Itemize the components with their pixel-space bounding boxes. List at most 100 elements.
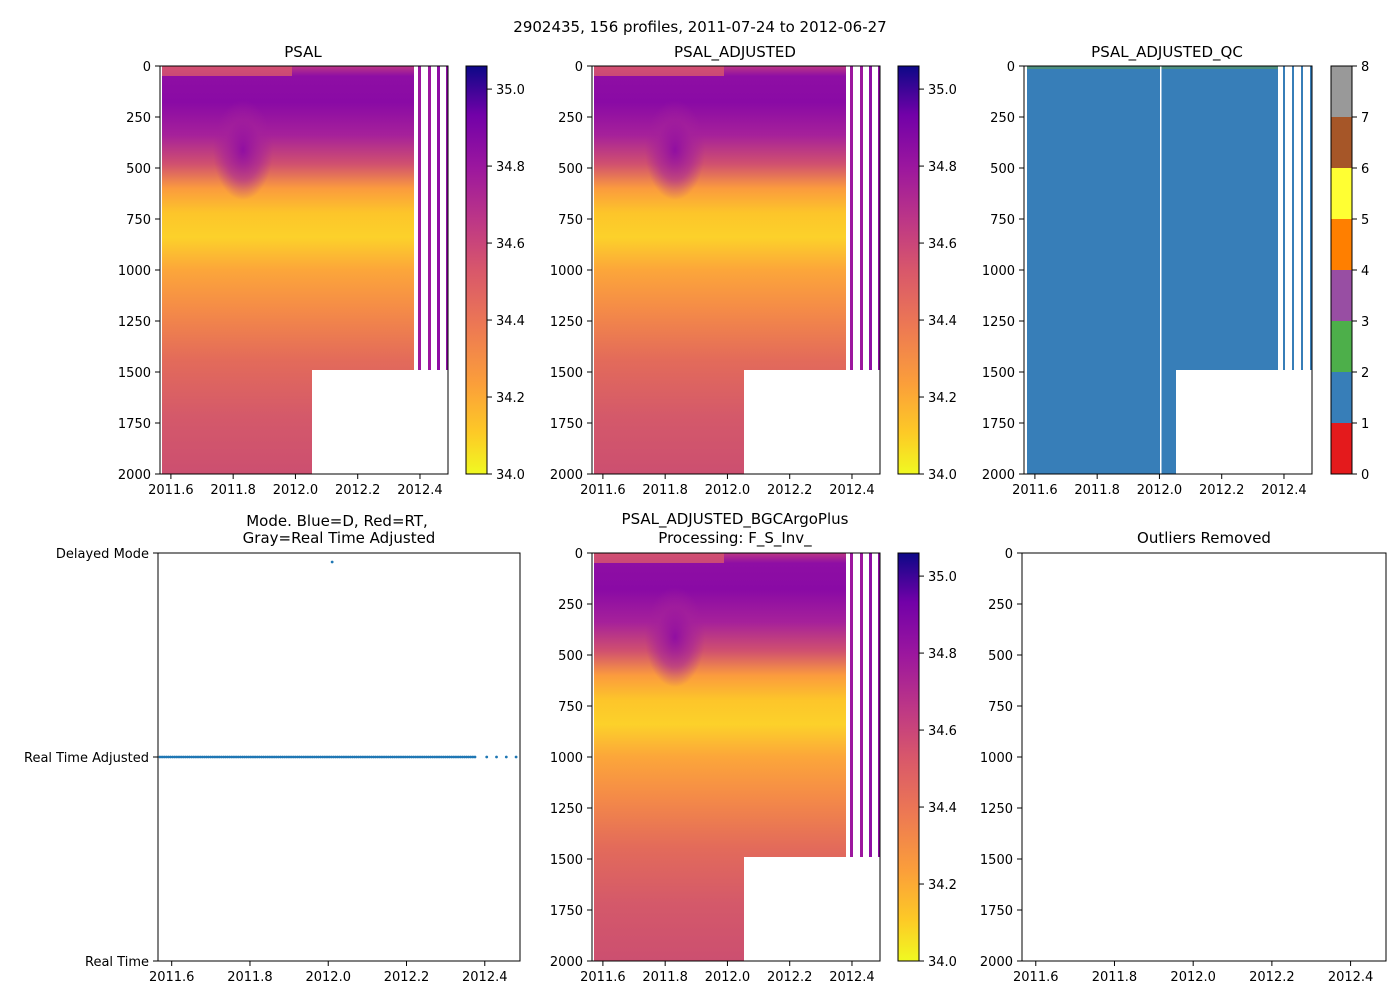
real-time-adjusted-point [386, 755, 390, 759]
qc-sparse-profile [1283, 66, 1285, 370]
deep-profile-gap [744, 370, 880, 474]
real-time-adjusted-point [209, 755, 213, 759]
panel-qc-colorbar [1330, 65, 1353, 475]
panel-qc-xaxis: 2011.6 2011.8 2012.0 2012.2 2012.4 [1012, 474, 1307, 498]
y-tick-label: 1000 [550, 751, 583, 766]
real-time-adjusted-point [450, 755, 454, 759]
low-salinity-dip [213, 100, 273, 200]
real-time-adjusted-point [454, 755, 458, 759]
mode-points [158, 560, 518, 759]
real-time-adjusted-point [365, 755, 369, 759]
colorbar-tick-label: 8 [1361, 60, 1369, 75]
real-time-adjusted-point [177, 755, 181, 759]
real-time-adjusted-point [346, 755, 350, 759]
real-time-adjusted-point [169, 755, 172, 759]
sparse-profile [860, 66, 863, 370]
real-time-adjusted-point [429, 755, 432, 759]
real-time-adjusted-point [350, 755, 354, 759]
real-time-adjusted-point [302, 755, 306, 759]
real-time-adjusted-point [317, 755, 320, 759]
real-time-adjusted-point [418, 755, 422, 759]
x-tick-label: 2012.0 [1137, 483, 1183, 498]
real-time-adjusted-point [226, 755, 230, 759]
sparse-profile [850, 66, 853, 370]
x-tick-label: 2011.6 [148, 483, 194, 498]
x-tick-label: 2012.2 [335, 483, 381, 498]
colorbar-tick-label: 0 [1361, 468, 1369, 483]
real-time-adjusted-point [308, 755, 312, 759]
real-time-adjusted-point [249, 755, 253, 759]
y-tick-label: 1250 [118, 315, 151, 330]
panel-bgcargoplus-yaxis: 0 250 500 750 1000 1250 1500 1750 2000 [550, 547, 592, 970]
real-time-adjusted-point [405, 755, 409, 759]
real-time-adjusted-point [207, 755, 210, 759]
colorbar-tick-label: 3 [1361, 315, 1369, 330]
real-time-adjusted-point [495, 755, 498, 759]
y-tick-label: 1250 [980, 802, 1013, 817]
real-time-adjusted-point [266, 755, 270, 759]
real-time-adjusted-point [251, 755, 255, 759]
real-time-adjusted-point [230, 755, 234, 759]
real-time-adjusted-point [162, 755, 166, 759]
panel-bgcargoplus-title-line2: Processing: F_S_Inv_ [658, 529, 812, 548]
sparse-profile [869, 66, 872, 370]
colorbar-tick-label: 34.2 [496, 391, 525, 406]
qc-category-swatch [1331, 270, 1352, 321]
panel-bgcargoplus-colorbar [897, 552, 920, 962]
colorbar-tick-label: 34.2 [928, 878, 957, 893]
y-tick-label: 1000 [980, 751, 1013, 766]
y-tick-label: 750 [990, 213, 1015, 228]
real-time-adjusted-point [264, 755, 268, 759]
real-time-adjusted-point [359, 755, 363, 759]
colorbar-tick-label: 34.8 [496, 160, 525, 175]
panel-bgcargoplus-heatmap [594, 553, 880, 961]
real-time-adjusted-point [340, 755, 344, 759]
y-tick-label: 1000 [118, 264, 151, 279]
qc-category-swatch [1331, 321, 1352, 372]
y-tick-label: 250 [990, 111, 1015, 126]
panel-psal-adjusted: PSAL_ADJUSTED 2011.6 2011.8 2012.0 2012.2 20… [550, 43, 957, 498]
y-tick-label: 500 [990, 162, 1015, 177]
real-time-adjusted-point [245, 755, 249, 759]
real-time-adjusted-point [443, 755, 447, 759]
panel-mode-yaxis: Delayed Mode Real Time Adjusted Real Time [24, 547, 158, 970]
colorbar-tick-label: 5 [1361, 213, 1369, 228]
real-time-adjusted-point [353, 755, 356, 759]
real-time-adjusted-point [460, 755, 464, 759]
surface-layer [594, 66, 724, 76]
real-time-adjusted-point [420, 755, 424, 759]
real-time-adjusted-point [319, 755, 323, 759]
real-time-adjusted-point [188, 755, 191, 759]
y-tick-label: Real Time [85, 955, 149, 970]
panel-outliers-title: Outliers Removed [1137, 529, 1271, 547]
panel-psal-colorbar [465, 65, 488, 475]
y-tick-label: 750 [126, 213, 151, 228]
y-tick-label: 1000 [550, 264, 583, 279]
panel-outliers-xaxis: 2011.6 2011.8 2012.0 2012.2 2012.4 [1013, 961, 1373, 985]
colorbar-tick-label: 34.6 [928, 724, 957, 739]
sparse-profile [869, 553, 872, 857]
y-tick-label: 500 [558, 162, 583, 177]
real-time-adjusted-point [401, 755, 405, 759]
panel-psal-adjusted-colorbar-axis: 34.0 34.2 34.4 34.6 34.8 35.0 [919, 83, 957, 483]
colorbar-tick-label: 34.6 [928, 237, 957, 252]
real-time-adjusted-point [236, 755, 240, 759]
real-time-adjusted-point [285, 755, 289, 759]
real-time-adjusted-point [471, 755, 475, 759]
qc-category-swatch [1331, 66, 1352, 117]
panel-psal-title: PSAL [284, 43, 322, 61]
qc-surface-noise [1027, 66, 1278, 69]
real-time-adjusted-point [327, 755, 331, 759]
real-time-adjusted-point [304, 755, 308, 759]
real-time-adjusted-point [247, 755, 251, 759]
real-time-adjusted-point [321, 755, 325, 759]
real-time-adjusted-point [485, 755, 489, 759]
y-tick-label: 1500 [982, 366, 1015, 381]
real-time-adjusted-point [414, 755, 418, 759]
real-time-adjusted-point [410, 755, 413, 759]
real-time-adjusted-point [315, 755, 318, 759]
x-tick-label: 2012.0 [705, 483, 751, 498]
real-time-adjusted-point [300, 755, 304, 759]
deep-profile-gap [312, 370, 448, 474]
